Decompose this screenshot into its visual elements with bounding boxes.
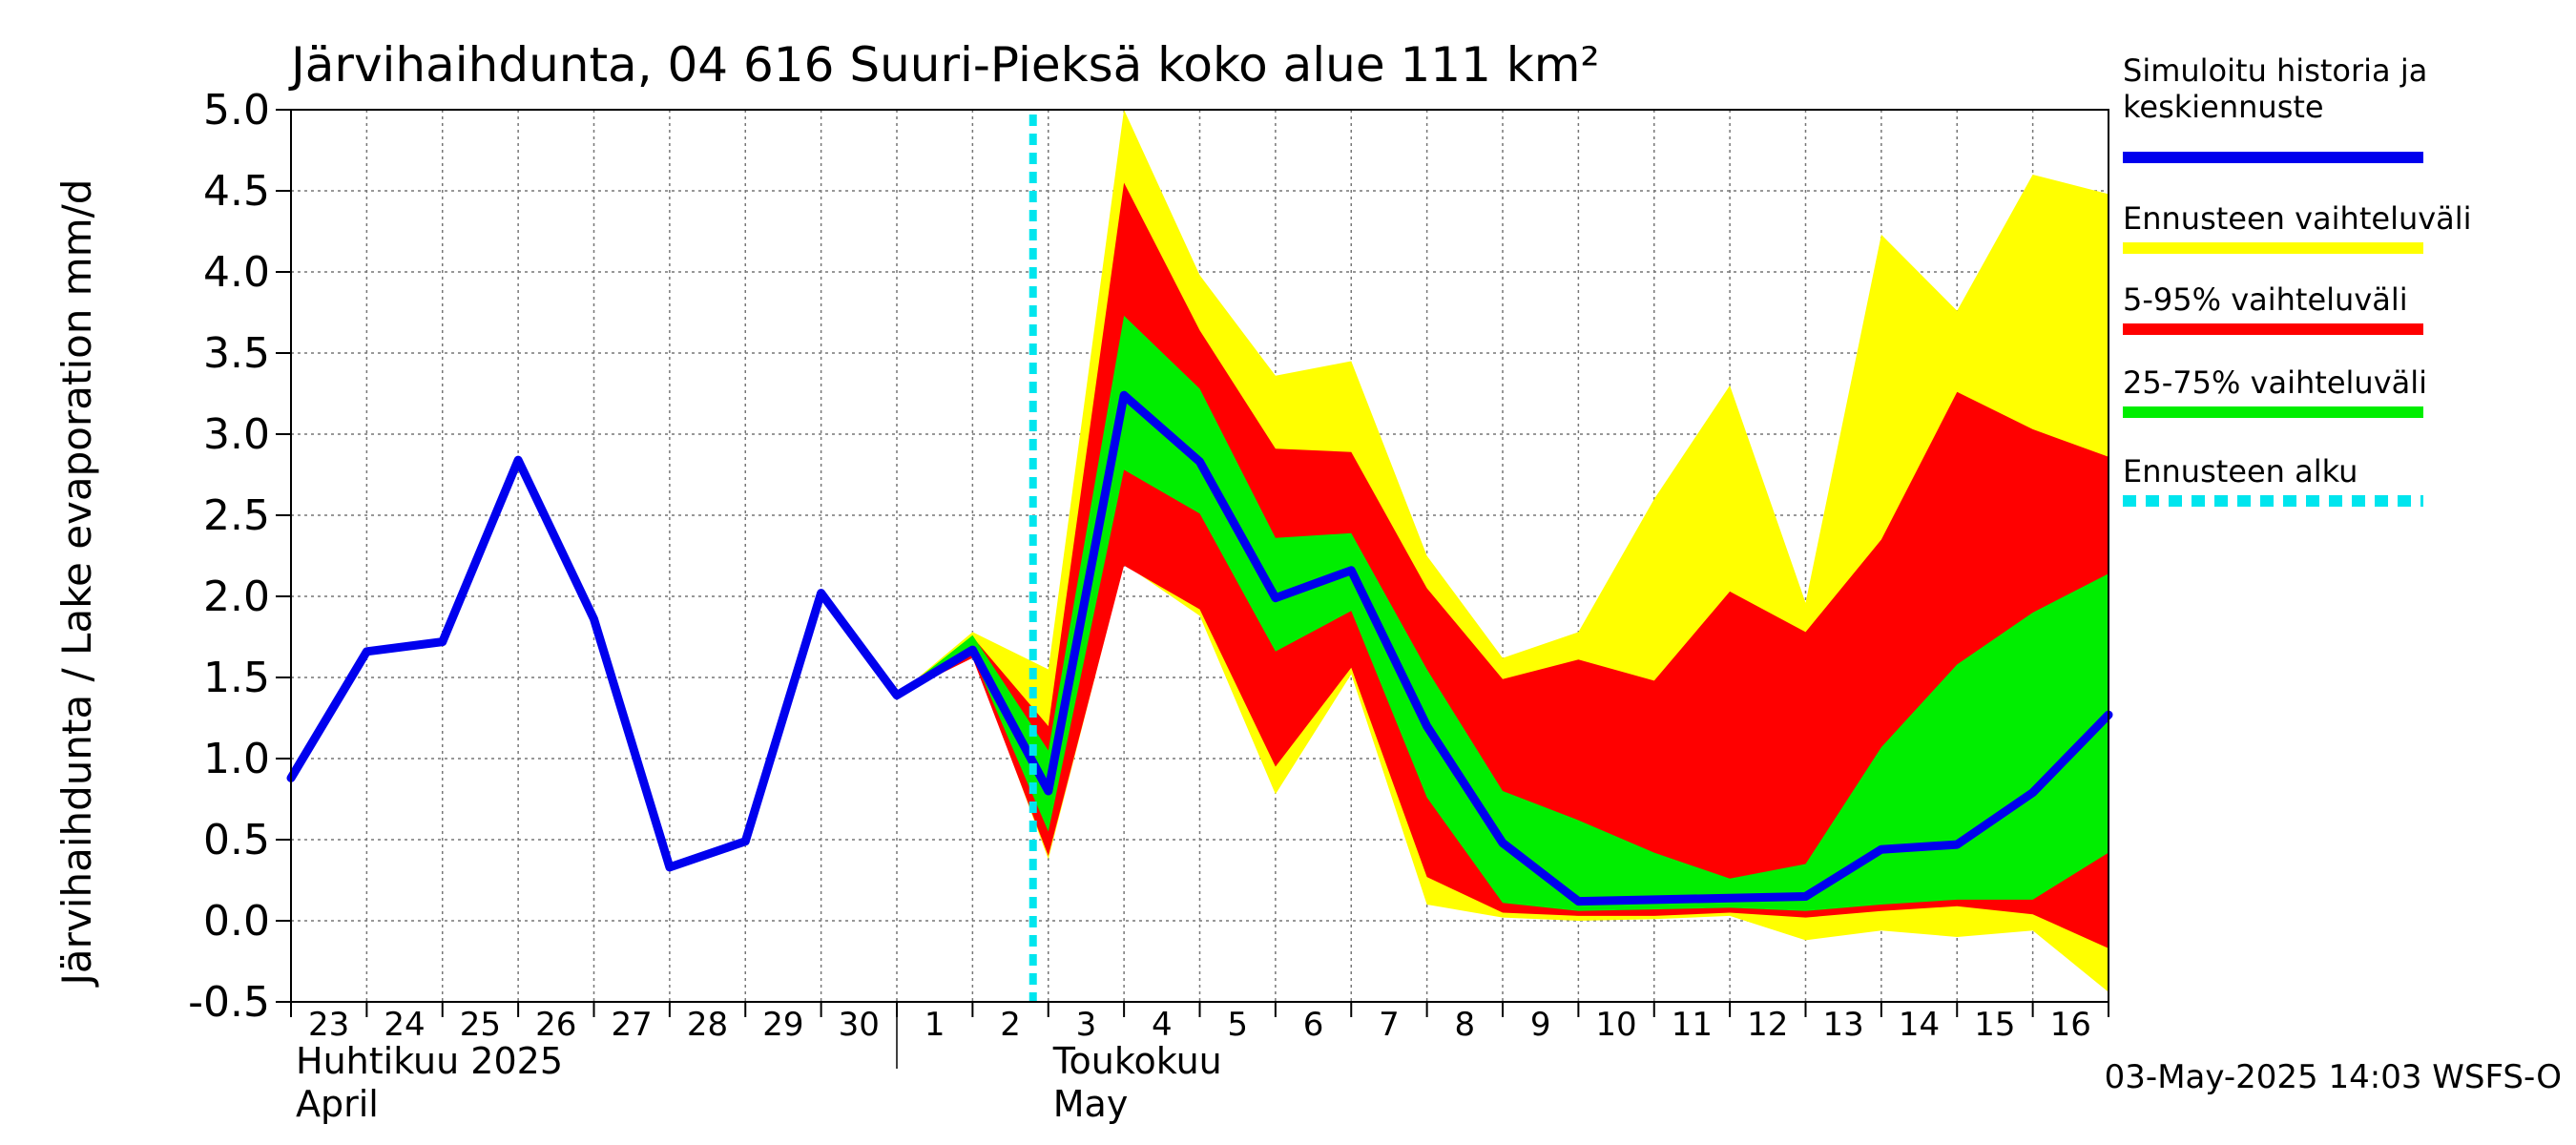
month-label-fi: Huhtikuu 2025 (296, 1040, 563, 1082)
y-tick-label: 1.0 (203, 735, 270, 783)
month-label-en: May (1053, 1083, 1129, 1125)
x-tick-label: 12 (1747, 1006, 1788, 1044)
x-tick-label: 24 (384, 1006, 425, 1044)
legend-label: 5-95% vaihteluväli (2123, 281, 2408, 318)
y-tick-label: 1.5 (203, 654, 270, 702)
x-tick-label: 28 (687, 1006, 728, 1044)
x-tick-label: 26 (535, 1006, 576, 1044)
legend-label: Ennusteen alku (2123, 453, 2358, 489)
y-tick-label: 5.0 (203, 86, 270, 135)
x-tick-label: 6 (1303, 1006, 1324, 1044)
y-tick-label: 0.5 (203, 816, 270, 864)
x-tick-label: 30 (839, 1006, 880, 1044)
legend-item: Ennusteen vaihteluväli (2123, 200, 2472, 254)
x-tick-label: 1 (924, 1006, 945, 1044)
band-5-95 (897, 182, 2109, 948)
x-tick-label: 11 (1672, 1006, 1713, 1044)
x-tick-label: 16 (2050, 1006, 2091, 1044)
legend-label-continued: keskiennuste (2123, 89, 2324, 125)
y-tick-label: -0.5 (188, 978, 270, 1027)
x-tick-label: 23 (308, 1006, 349, 1044)
x-tick-label: 5 (1227, 1006, 1248, 1044)
x-tick-label: 14 (1899, 1006, 1940, 1044)
x-tick-label: 25 (460, 1006, 501, 1044)
x-tick-label: 4 (1152, 1006, 1173, 1044)
x-tick-label: 9 (1530, 1006, 1551, 1044)
legend-label: Simuloitu historia ja (2123, 52, 2427, 89)
x-tick-label: 7 (1379, 1006, 1400, 1044)
x-tick-label: 2 (1000, 1006, 1021, 1044)
chart-title: Järvihaihdunta, 04 616 Suuri-Pieksä koko… (288, 37, 1600, 93)
y-tick-label: 2.0 (203, 572, 270, 621)
y-tick-label: 4.0 (203, 248, 270, 297)
month-label-fi: Toukokuu (1052, 1040, 1222, 1082)
y-tick-label: 3.0 (203, 410, 270, 459)
series-lines (286, 390, 2113, 906)
x-tick-label: 10 (1595, 1006, 1636, 1044)
legend-label: Ennusteen vaihteluväli (2123, 200, 2472, 237)
y-axis-label: Järvihaihdunta / Lake evaporation mm/d (53, 179, 100, 989)
month-label-en: April (296, 1083, 379, 1125)
y-tick-label: 0.0 (203, 897, 270, 946)
y-tick-label: 4.5 (203, 167, 270, 216)
y-tick-label: 2.5 (203, 491, 270, 540)
x-tick-label: 29 (762, 1006, 803, 1044)
x-tick-label: 3 (1076, 1006, 1097, 1044)
legend-item: 25-75% vaihteluväli (2123, 364, 2427, 418)
x-tick-label: 8 (1454, 1006, 1475, 1044)
x-tick-label: 27 (612, 1006, 653, 1044)
legend-item: Ennusteen alku (2123, 453, 2423, 507)
legend-item: 5-95% vaihteluväli (2123, 281, 2423, 335)
y-tick-label: 3.5 (203, 329, 270, 378)
x-tick-label: 13 (1823, 1006, 1864, 1044)
axes: -0.50.00.51.01.52.02.53.03.54.04.55.023 2… (188, 86, 2109, 1125)
footer-timestamp: 03-May-2025 14:03 WSFS-O (2105, 1058, 2562, 1096)
history-and-median-line (286, 390, 2113, 906)
legend-label: 25-75% vaihteluväli (2123, 364, 2427, 401)
x-tick-label: 15 (1974, 1006, 2015, 1044)
